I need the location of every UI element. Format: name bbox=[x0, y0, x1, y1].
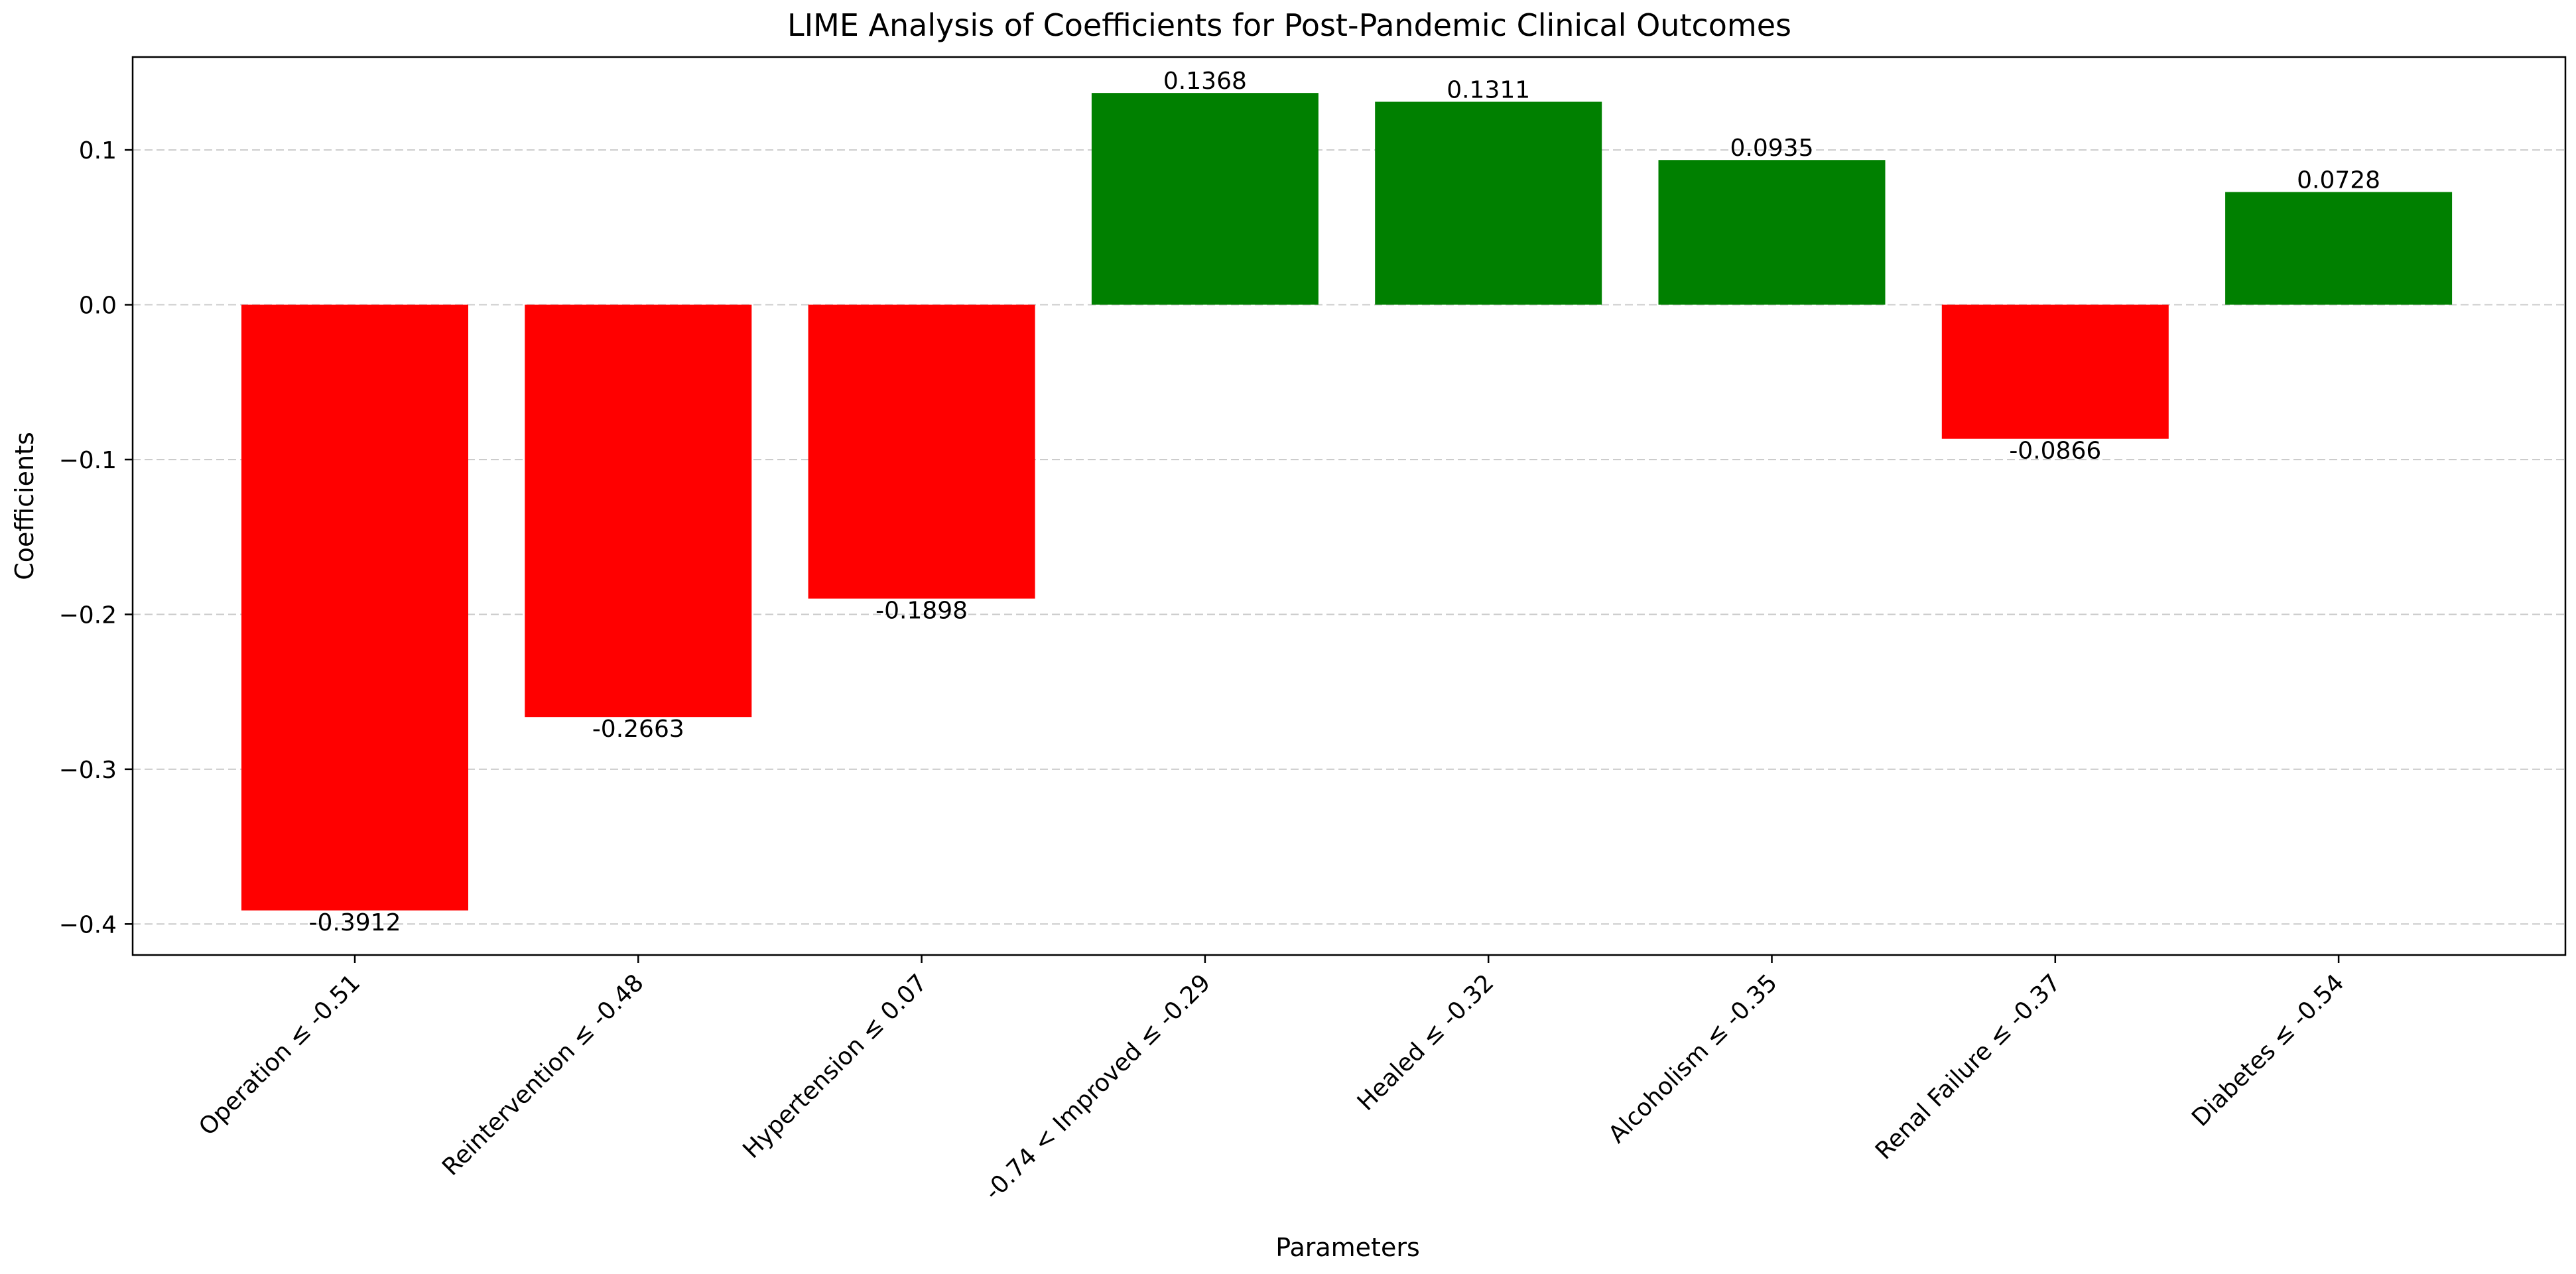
y-axis: 0.1 0.0 −0.1 −0.2 −0.3 −0.4 bbox=[59, 137, 133, 938]
bar-value-label: -0.3912 bbox=[309, 909, 401, 936]
plot-area-frame bbox=[131, 56, 2567, 956]
bar bbox=[1375, 101, 1602, 305]
y-tick-label: −0.1 bbox=[59, 447, 117, 474]
bar-value-labels: -0.3912 -0.2663 -0.1898 0.1368 0.1311 0.0935 -… bbox=[309, 68, 2381, 936]
bars bbox=[241, 93, 2453, 911]
bar bbox=[1941, 304, 2169, 439]
bar-value-label: -0.1898 bbox=[875, 598, 968, 625]
bar-value-label: 0.1368 bbox=[1163, 68, 1247, 95]
bar bbox=[525, 304, 752, 718]
bar bbox=[1658, 160, 1886, 305]
bar bbox=[808, 304, 1035, 599]
bar-value-label: -0.0866 bbox=[2009, 438, 2101, 465]
bar-value-label: 0.0728 bbox=[2297, 167, 2380, 194]
x-axis-title: Parameters bbox=[1275, 1233, 1420, 1262]
bar-value-label: -0.2663 bbox=[592, 716, 684, 743]
y-tick-label: −0.3 bbox=[59, 757, 117, 784]
y-tick-label: −0.2 bbox=[59, 602, 117, 629]
chart-title: LIME Analysis of Coefficients for Post-P… bbox=[787, 7, 1791, 43]
y-tick-label: −0.4 bbox=[59, 911, 117, 938]
bar bbox=[1091, 93, 1319, 305]
y-axis-title: Coefficients bbox=[10, 432, 39, 580]
bar-value-label: 0.0935 bbox=[1730, 135, 1814, 162]
bar-value-label: 0.1311 bbox=[1447, 76, 1530, 103]
y-tick-label: 0.1 bbox=[79, 137, 117, 164]
bar bbox=[241, 304, 468, 911]
y-tick-label: 0.0 bbox=[79, 292, 117, 320]
bar bbox=[2225, 192, 2453, 305]
